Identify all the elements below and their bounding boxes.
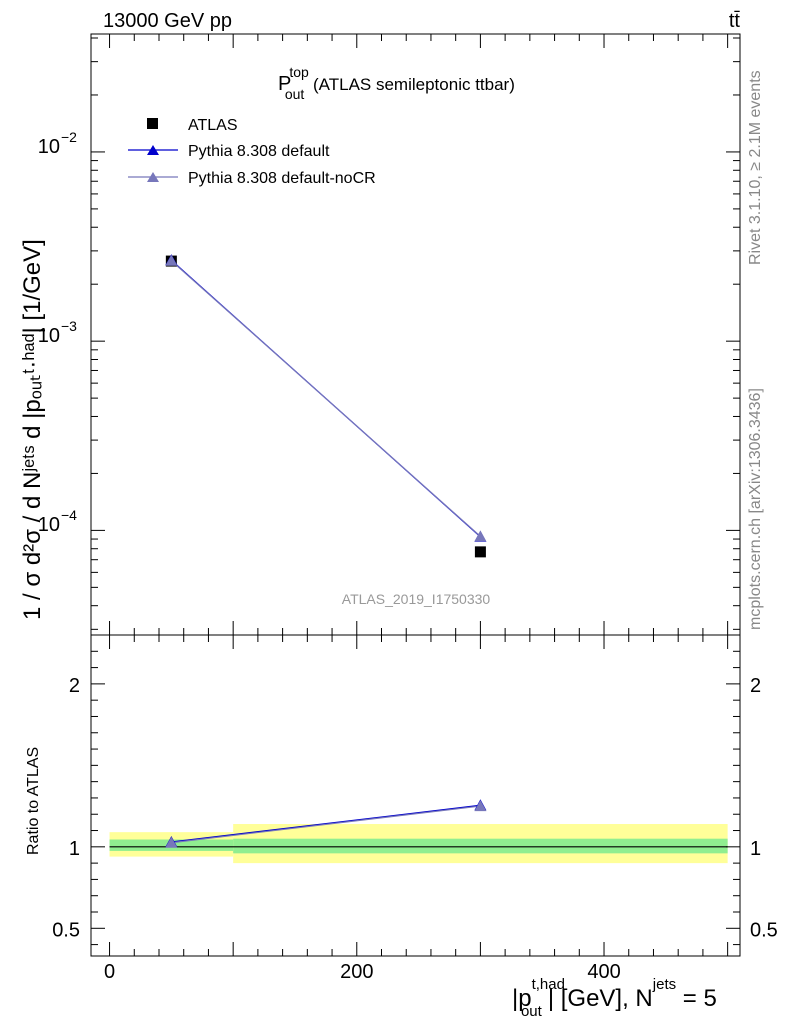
ratio-ytick-label-left: 0.5 — [52, 919, 80, 941]
ratio-ytick-label-left: 2 — [69, 675, 80, 697]
legend-marker-square — [147, 118, 158, 129]
legend-entry-nocr: Pythia 8.308 default-noCR — [128, 170, 376, 187]
svg-text:−3: −3 — [61, 318, 77, 334]
ratio-frame — [90, 634, 741, 957]
ratio-ytick-labels: 0.5 0.5 1 1 2 2 — [52, 675, 778, 941]
plot-title: Ptop out (ATLAS semileptonic ttbar) — [278, 64, 515, 102]
svg-text:ATLAS: ATLAS — [188, 117, 238, 134]
xtick-label: 200 — [340, 961, 373, 983]
process-label: tt̄ — [729, 10, 741, 32]
atlas-point — [474, 546, 486, 558]
svg-text:−4: −4 — [61, 507, 77, 523]
ratio-ytick-label-left: 1 — [69, 838, 80, 860]
svg-text:10: 10 — [38, 136, 60, 158]
main-axis-ticks — [91, 34, 740, 635]
legend-marker-triangle — [147, 145, 159, 155]
svg-text:10: 10 — [38, 325, 60, 347]
ratio-ytick-label-right: 1 — [750, 838, 761, 860]
main-ylabel: 1 / σ d²σ / d Nʲᵉᵗˢ d |pₒᵤₜᵗ·ʰᵃᵈ| [1/GeV… — [19, 239, 46, 620]
svg-text:Pythia 8.308 default-noCR: Pythia 8.308 default-noCR — [188, 170, 376, 187]
mc-point — [165, 254, 178, 266]
ytick-label-1e-4: 10 −4 — [38, 507, 77, 536]
xaxis-label: |pt,had out | [GeV], Njets = 5 — [512, 976, 717, 1020]
site-label: mcplots.cern.ch [arXiv:1306.3436] — [747, 388, 764, 630]
mc-point — [474, 530, 487, 542]
legend: ATLAS Pythia 8.308 default Pythia 8.308 … — [128, 117, 376, 187]
ratio-series-lines — [171, 804, 481, 844]
rivet-label: Rivet 3.1.10, ≥ 2.1M events — [747, 70, 764, 265]
main-series-lines — [170, 259, 481, 538]
svg-text:Pythia 8.308 default: Pythia 8.308 default — [188, 143, 330, 160]
ratio-ytick-label-right: 2 — [750, 675, 761, 697]
xtick-label: 0 — [104, 961, 115, 983]
ytick-label-1e-2: 10 −2 — [38, 129, 77, 158]
ratio-ytick-label-right: 0.5 — [750, 919, 778, 941]
svg-text:10: 10 — [38, 514, 60, 536]
series-line-1 — [170, 260, 481, 537]
xtick-label: 400 — [587, 961, 620, 983]
svg-text:−2: −2 — [61, 129, 77, 145]
ytick-label-1e-3: 10 −3 — [38, 318, 77, 347]
ratio-line-0 — [171, 804, 481, 843]
legend-entry-atlas: ATLAS — [147, 117, 238, 134]
analysis-watermark: ATLAS_2019_I1750330 — [342, 591, 491, 607]
energy-label: 13000 GeV pp — [103, 10, 232, 32]
band-stat — [233, 838, 728, 854]
legend-marker-triangle — [147, 172, 159, 182]
ratio-point — [474, 800, 487, 812]
main-series-markers — [165, 254, 487, 558]
ratio-axis-ticks — [91, 635, 740, 956]
ratio-series-markers — [165, 799, 487, 848]
ratio-ylabel: Ratio to ATLAS — [25, 747, 42, 855]
ratio-uncertainty-bands — [109, 824, 728, 864]
ratio-xtick-labels: 0 200 400 — [104, 961, 621, 983]
ratio-point — [165, 836, 178, 848]
legend-entry-default: Pythia 8.308 default — [128, 143, 330, 160]
ratio-line-1 — [171, 805, 481, 844]
